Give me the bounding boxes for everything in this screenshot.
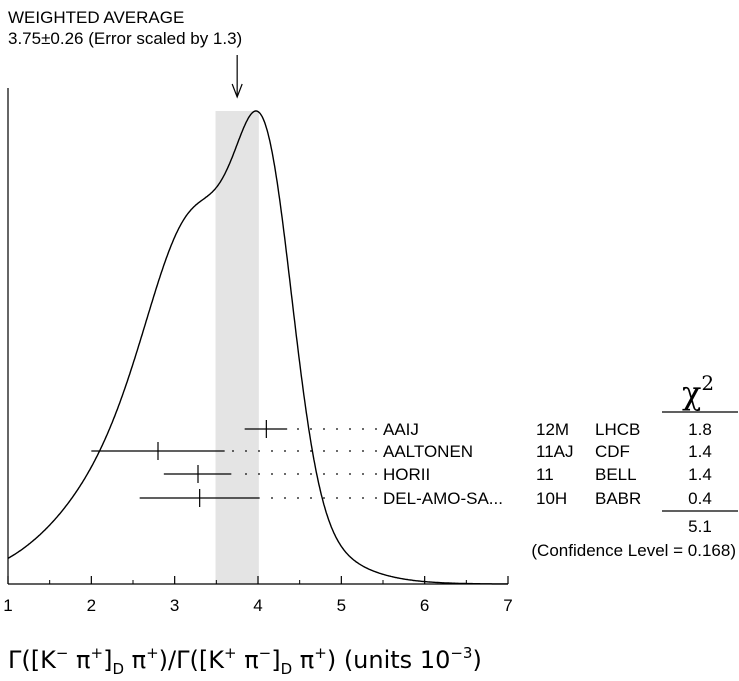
leader-dot — [375, 450, 377, 452]
leader-dot — [323, 497, 325, 499]
leader-dot — [362, 428, 364, 430]
leader-dot — [323, 428, 325, 430]
chi2-total: 5.1 — [688, 517, 712, 536]
leader-dot — [362, 450, 364, 452]
measurement-name: DEL-AMO-SA... — [383, 489, 503, 508]
leader-dot — [245, 450, 247, 452]
weighted-average-value: 3.75±0.26 (Error scaled by 1.3) — [8, 29, 242, 48]
measurement-experiment: LHCB — [595, 420, 640, 439]
leader-dot — [271, 450, 273, 452]
leader-dot — [284, 450, 286, 452]
measurement-row: DEL-AMO-SA... 10H BABR 0.4 — [139, 489, 712, 508]
measurement-ref: 11 — [536, 465, 554, 484]
x-tick-label: 6 — [420, 596, 429, 615]
leader-dot — [336, 450, 338, 452]
measurement-row: AAIJ 12M LHCB 1.8 — [244, 420, 712, 439]
leader-dot — [271, 497, 273, 499]
average-arrow — [231, 55, 243, 99]
leader-dot — [297, 428, 299, 430]
leader-dot — [349, 450, 351, 452]
leader-dot — [258, 450, 260, 452]
leader-dot — [375, 473, 377, 475]
leader-dot — [310, 473, 312, 475]
measurement-ref: 11AJ — [536, 442, 574, 461]
leader-dot — [349, 497, 351, 499]
x-axis-ticks: 1 2 3 4 5 6 7 — [3, 576, 513, 615]
measurement-name: HORII — [383, 465, 430, 484]
chi2-symbol: χ — [682, 374, 701, 412]
x-tick-label: 2 — [87, 596, 96, 615]
leader-dot — [323, 450, 325, 452]
x-axis-label: Γ([K− π+]D π+)/Γ([K+ π−]D π+) (units 10−… — [8, 644, 482, 678]
measurements: AAIJ 12M LHCB 1.8 AALTONEN 11AJ CDF 1.4 HORII 11 B… — [91, 420, 712, 508]
weighted-average-band — [215, 111, 259, 584]
leader-dot — [375, 428, 377, 430]
leader-dot — [336, 473, 338, 475]
leader-dot — [310, 450, 312, 452]
x-tick-label: 4 — [253, 596, 262, 615]
measurement-row: HORII 11 BELL 1.4 — [163, 465, 712, 484]
x-tick-label: 7 — [503, 596, 512, 615]
measurement-experiment: BELL — [595, 465, 637, 484]
ideogram-curve — [7, 110, 508, 585]
measurement-name: AAIJ — [383, 420, 419, 439]
arrow-head — [231, 83, 243, 99]
leader-dot — [362, 473, 364, 475]
leader-dot — [245, 473, 247, 475]
leader-dot — [310, 497, 312, 499]
confidence-level: (Confidence Level = 0.168) — [531, 541, 736, 560]
weighted-average-title: WEIGHTED AVERAGE — [8, 8, 184, 27]
measurement-chi2: 1.8 — [688, 420, 712, 439]
leader-dot — [284, 497, 286, 499]
leader-dot — [323, 473, 325, 475]
chi2-header: χ2 — [682, 371, 714, 412]
measurement-row: AALTONEN 11AJ CDF 1.4 — [91, 442, 712, 461]
leader-dot — [284, 473, 286, 475]
leader-dot — [297, 497, 299, 499]
leader-dot — [232, 450, 234, 452]
x-tick-label: 5 — [337, 596, 346, 615]
leader-dot — [336, 497, 338, 499]
leader-dot — [310, 428, 312, 430]
leader-dot — [375, 497, 377, 499]
chi2-exponent: 2 — [701, 371, 714, 395]
measurement-ref: 12M — [536, 420, 569, 439]
leader-dot — [271, 473, 273, 475]
x-tick-label: 1 — [3, 596, 12, 615]
leader-dot — [336, 428, 338, 430]
measurement-name: AALTONEN — [383, 442, 473, 461]
measurement-ref: 10H — [536, 489, 567, 508]
leader-dot — [258, 473, 260, 475]
measurement-chi2: 1.4 — [688, 442, 712, 461]
leader-dot — [362, 497, 364, 499]
leader-dot — [297, 473, 299, 475]
measurement-chi2: 0.4 — [688, 489, 712, 508]
measurement-chi2: 1.4 — [688, 465, 712, 484]
measurement-experiment: CDF — [595, 442, 630, 461]
measurement-experiment: BABR — [595, 489, 641, 508]
leader-dot — [297, 450, 299, 452]
leader-dot — [349, 473, 351, 475]
leader-dot — [349, 428, 351, 430]
x-tick-label: 3 — [170, 596, 179, 615]
